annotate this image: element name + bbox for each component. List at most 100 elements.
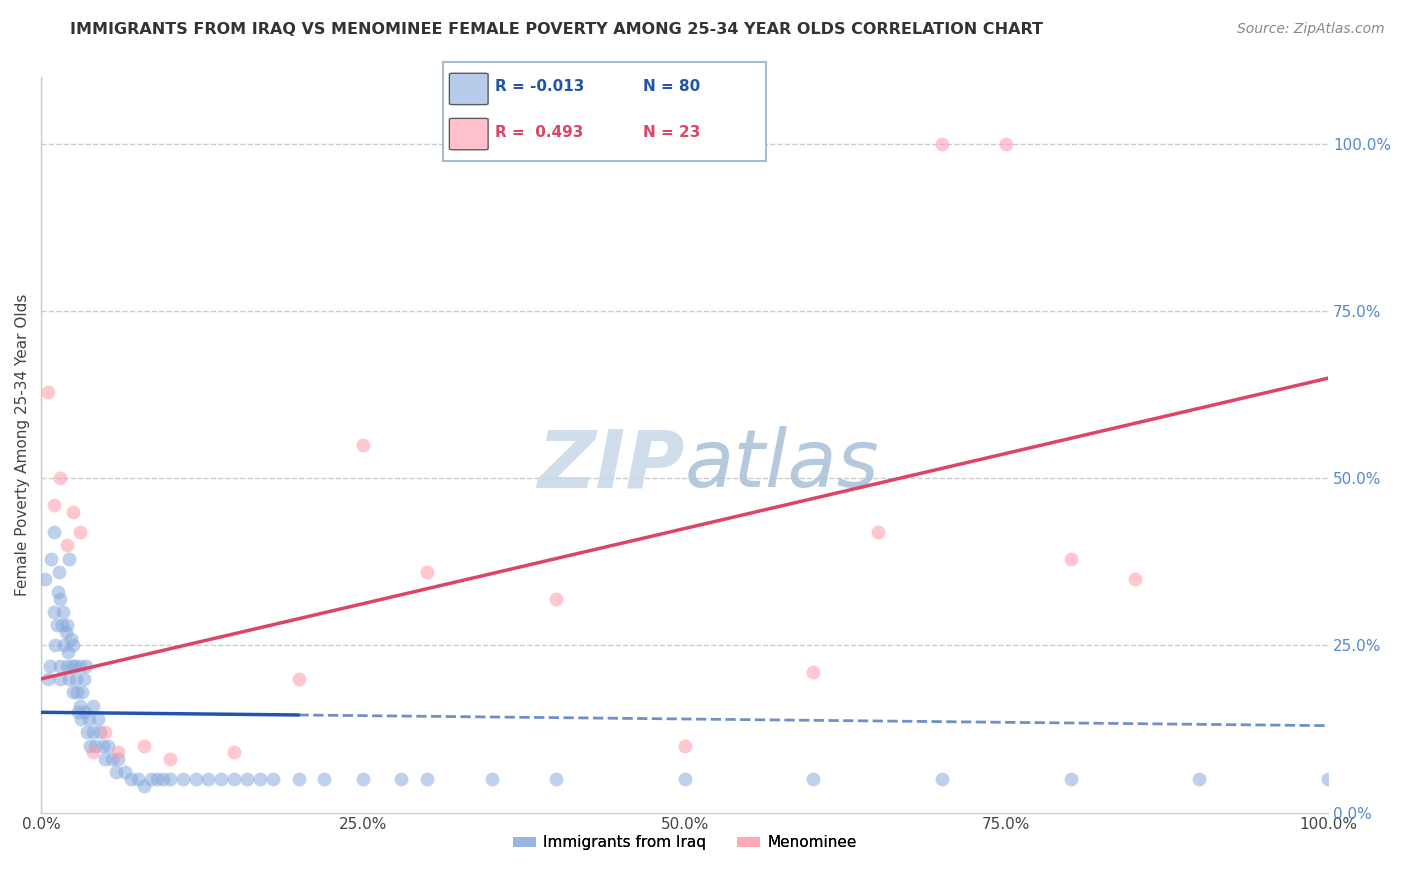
Point <box>352 438 374 452</box>
Point <box>1060 551 1083 566</box>
Text: Source: ZipAtlas.com: Source: ZipAtlas.com <box>1237 22 1385 37</box>
Point <box>94 725 117 739</box>
Point <box>1060 772 1083 786</box>
Point <box>58 672 80 686</box>
FancyBboxPatch shape <box>450 73 488 104</box>
Point <box>94 752 117 766</box>
Point <box>114 765 136 780</box>
Point <box>56 645 79 659</box>
Point <box>62 505 84 519</box>
Point <box>132 739 155 753</box>
Point <box>97 739 120 753</box>
Point <box>34 572 56 586</box>
Point <box>132 779 155 793</box>
Point <box>59 632 82 646</box>
Point <box>69 524 91 539</box>
Point <box>82 698 104 713</box>
Point <box>49 672 72 686</box>
Point <box>146 772 169 786</box>
Point <box>82 725 104 739</box>
Point <box>107 752 129 766</box>
Point <box>416 772 439 786</box>
Point <box>209 772 232 786</box>
Point <box>801 665 824 680</box>
Point <box>44 639 66 653</box>
Point <box>46 585 69 599</box>
Point <box>49 591 72 606</box>
Point <box>65 672 87 686</box>
Point <box>77 712 100 726</box>
FancyBboxPatch shape <box>450 119 488 150</box>
Text: N = 23: N = 23 <box>644 125 700 140</box>
Point <box>66 685 89 699</box>
Point <box>87 712 110 726</box>
Point <box>69 658 91 673</box>
Point <box>63 658 86 673</box>
Point <box>544 772 567 786</box>
Point <box>416 565 439 579</box>
Point <box>56 618 79 632</box>
Text: N = 80: N = 80 <box>644 79 700 95</box>
Text: R =  0.493: R = 0.493 <box>495 125 583 140</box>
Point <box>544 591 567 606</box>
Point <box>127 772 149 786</box>
Point <box>249 772 271 786</box>
Point <box>53 639 76 653</box>
Legend: Immigrants from Iraq, Menominee: Immigrants from Iraq, Menominee <box>506 830 863 856</box>
Point <box>224 745 246 759</box>
Text: IMMIGRANTS FROM IRAQ VS MENOMINEE FEMALE POVERTY AMONG 25-34 YEAR OLDS CORRELATI: IMMIGRANTS FROM IRAQ VS MENOMINEE FEMALE… <box>70 22 1043 37</box>
Point <box>79 739 101 753</box>
Point <box>56 538 79 552</box>
Point <box>49 471 72 485</box>
Point <box>866 524 889 539</box>
Point <box>70 712 93 726</box>
Text: ZIP: ZIP <box>537 426 685 504</box>
Point <box>55 625 77 640</box>
Y-axis label: Female Poverty Among 25-34 Year Olds: Female Poverty Among 25-34 Year Olds <box>15 293 30 596</box>
Point <box>39 658 62 673</box>
Point <box>45 618 67 632</box>
Point <box>104 765 127 780</box>
Point <box>37 384 59 399</box>
Point <box>172 772 194 786</box>
Point <box>262 772 284 786</box>
Point <box>931 772 953 786</box>
Point <box>91 739 114 753</box>
Text: atlas: atlas <box>685 426 879 504</box>
Point <box>42 605 65 619</box>
Point <box>72 685 94 699</box>
Text: R = -0.013: R = -0.013 <box>495 79 583 95</box>
Point <box>75 658 97 673</box>
Point <box>391 772 413 786</box>
Point <box>314 772 336 786</box>
Point <box>52 605 75 619</box>
Point <box>287 672 309 686</box>
Point <box>287 772 309 786</box>
Point <box>82 745 104 759</box>
Point <box>224 772 246 786</box>
Point <box>41 551 63 566</box>
Point <box>184 772 207 786</box>
Point <box>1188 772 1211 786</box>
Point <box>48 565 70 579</box>
Point <box>49 658 72 673</box>
Point <box>152 772 174 786</box>
Point <box>673 772 696 786</box>
Point <box>995 137 1018 152</box>
Point <box>673 739 696 753</box>
Point <box>84 739 107 753</box>
Point <box>58 551 80 566</box>
Point <box>60 658 83 673</box>
Point <box>931 137 953 152</box>
Point <box>120 772 142 786</box>
Point <box>67 706 90 720</box>
Point <box>101 752 124 766</box>
Point <box>72 672 94 686</box>
Point <box>236 772 259 786</box>
Point <box>73 706 96 720</box>
Point <box>69 698 91 713</box>
Point <box>76 725 98 739</box>
Point <box>56 658 79 673</box>
Point <box>1123 572 1146 586</box>
Point <box>42 524 65 539</box>
